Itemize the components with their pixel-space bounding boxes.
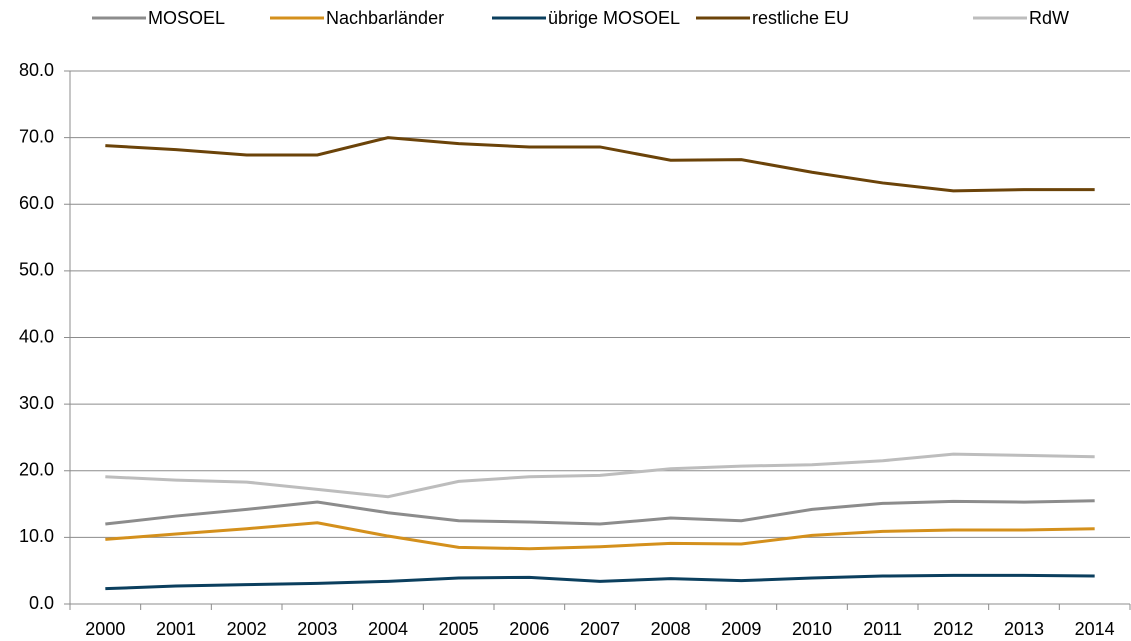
y-tick-label: 20.0: [19, 460, 54, 480]
x-tick-label: 2003: [297, 619, 337, 639]
x-tick-label: 2010: [792, 619, 832, 639]
y-tick-label: 0.0: [29, 593, 54, 613]
x-tick-label: 2013: [1004, 619, 1044, 639]
series-line: [105, 521, 1095, 551]
x-tick-label: 2005: [439, 619, 479, 639]
x-tick-label: 2012: [933, 619, 973, 639]
x-tick-label: 2009: [721, 619, 761, 639]
x-tick-label: 2002: [227, 619, 267, 639]
x-tick-label: 2006: [509, 619, 549, 639]
x-tick-label: 2004: [368, 619, 408, 639]
y-tick-label: 40.0: [19, 326, 54, 346]
legend-label: Nachbarländer: [326, 8, 444, 28]
y-tick-label: 80.0: [19, 60, 54, 80]
legend-label: MOSOEL: [148, 8, 225, 28]
y-tick-label: 30.0: [19, 393, 54, 413]
x-tick-label: 2008: [651, 619, 691, 639]
series-line: [105, 136, 1095, 193]
x-tick-label: 2000: [85, 619, 125, 639]
y-tick-label: 60.0: [19, 193, 54, 213]
legend-label: RdW: [1029, 8, 1069, 28]
y-tick-label: 10.0: [19, 526, 54, 546]
x-tick-label: 2014: [1075, 619, 1115, 639]
series-line: [105, 452, 1095, 499]
x-tick-label: 2001: [156, 619, 196, 639]
series-line: [105, 573, 1095, 591]
y-tick-label: 70.0: [19, 126, 54, 146]
series-line: [105, 499, 1095, 526]
x-tick-label: 2007: [580, 619, 620, 639]
legend-label: restliche EU: [752, 8, 849, 28]
y-tick-label: 50.0: [19, 260, 54, 280]
x-tick-label: 2011: [863, 619, 902, 639]
legend-label: übrige MOSOEL: [548, 8, 680, 28]
